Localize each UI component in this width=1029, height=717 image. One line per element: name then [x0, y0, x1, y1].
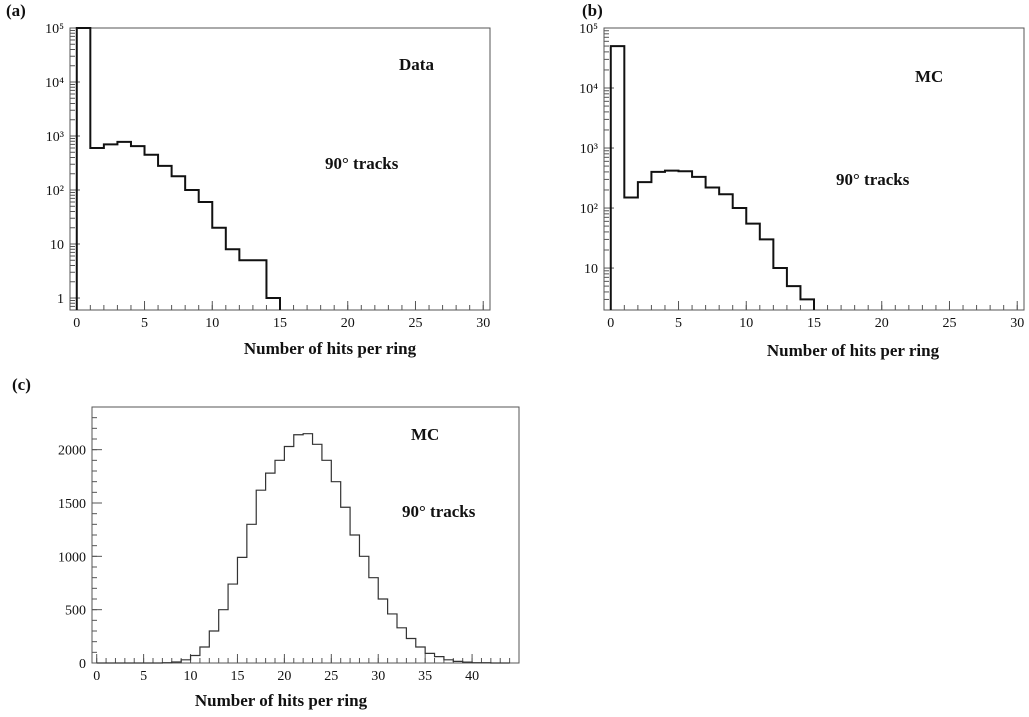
panel-b: (b) MC 90° tracks Number of hits per rin…: [579, 1, 1025, 360]
x-tick-label: 5: [675, 316, 682, 331]
panel-c-xticks: 0 5 10 15 20 25 30 35 40: [93, 654, 520, 684]
panel-c-xlabel: Number of hits per ring: [195, 691, 368, 710]
x-tick-label: 5: [140, 669, 147, 684]
x-tick-label: 40: [465, 669, 479, 684]
y-tick-label: 10: [584, 262, 598, 277]
panel-a-xticks: 0 5 10 15 20 25 30: [73, 301, 490, 331]
panel-c: (c) MC 90° tracks Number of hits per rin…: [12, 375, 520, 710]
panel-a: (a) Data 90° tracks Number of hits per r…: [6, 1, 491, 358]
y-tick-label: 500: [65, 604, 86, 619]
panel-c-yticks: 0 500 1000 1500 2000: [58, 406, 102, 672]
x-tick-label: 30: [371, 669, 385, 684]
y-tick-label: 1: [57, 292, 64, 307]
x-tick-label: 25: [408, 316, 422, 331]
y-tick-label: 10²: [46, 184, 64, 199]
x-tick-label: 10: [205, 316, 219, 331]
y-tick-label: 10³: [580, 142, 598, 157]
x-tick-label: 15: [807, 316, 821, 331]
y-tick-label: 1000: [58, 550, 86, 565]
y-tick-label: 0: [79, 657, 86, 672]
x-tick-label: 15: [230, 669, 244, 684]
panel-c-label: (c): [12, 375, 31, 394]
panel-c-frame: [91, 406, 520, 664]
x-tick-label: 20: [341, 316, 355, 331]
x-tick-label: 10: [184, 669, 198, 684]
x-tick-label: 10: [739, 316, 753, 331]
x-tick-label: 30: [476, 316, 490, 331]
panel-a-label: (a): [6, 1, 26, 20]
panel-b-xlabel: Number of hits per ring: [767, 341, 940, 360]
y-tick-label: 10³: [46, 130, 64, 145]
y-tick-label: 10⁴: [579, 82, 598, 97]
x-tick-label: 30: [1010, 316, 1024, 331]
y-tick-label: 10: [50, 238, 64, 253]
x-tick-label: 5: [141, 316, 148, 331]
y-tick-label: 10⁵: [579, 22, 598, 37]
panel-a-histogram: [75, 27, 281, 310]
panel-b-histogram: [609, 45, 815, 310]
panel-c-annotation-tracks: 90° tracks: [402, 502, 476, 521]
panel-b-xticks: 0 5 10 15 20 25 30: [607, 301, 1024, 331]
y-tick-label: 2000: [58, 444, 86, 459]
panel-b-frame: [603, 27, 1025, 311]
panel-a-annotation-tracks: 90° tracks: [325, 154, 399, 173]
x-tick-label: 15: [273, 316, 287, 331]
y-tick-label: 10²: [580, 202, 598, 217]
panel-b-yticks: 10 10² 10³ 10⁴ 10⁵: [579, 22, 614, 311]
panel-c-annotation-source: MC: [411, 425, 439, 444]
x-tick-label: 0: [607, 316, 614, 331]
panel-b-label: (b): [582, 1, 603, 20]
x-tick-label: 25: [942, 316, 956, 331]
y-tick-label: 10⁴: [45, 76, 64, 91]
panel-a-annotation-source: Data: [399, 55, 434, 74]
panel-a-xlabel: Number of hits per ring: [244, 339, 417, 358]
y-tick-label: 10⁵: [45, 22, 64, 37]
panel-a-yticks: 1 10 10² 10³ 10⁴ 10⁵: [45, 22, 80, 311]
x-tick-label: 20: [277, 669, 291, 684]
x-tick-label: 25: [324, 669, 338, 684]
x-tick-label: 0: [73, 316, 80, 331]
x-tick-label: 0: [93, 669, 100, 684]
y-tick-label: 1500: [58, 497, 86, 512]
panel-c-histogram: [96, 433, 510, 664]
x-tick-label: 20: [875, 316, 889, 331]
x-tick-label: 35: [418, 669, 432, 684]
panel-b-annotation-source: MC: [915, 67, 943, 86]
panel-b-annotation-tracks: 90° tracks: [836, 170, 910, 189]
